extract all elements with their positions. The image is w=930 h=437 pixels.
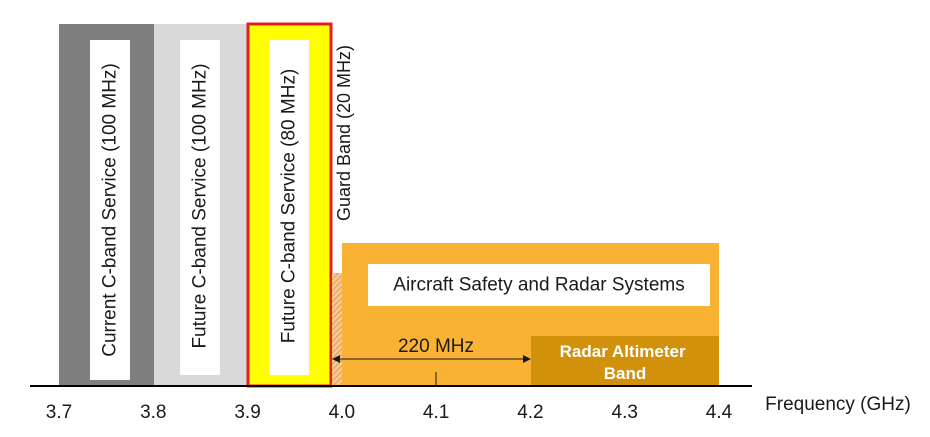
x-axis-ticks: 3.7 3.8 3.9 4.0 4.1 4.2 4.3 4.4	[46, 402, 733, 423]
band-radar-altimeter	[531, 336, 719, 386]
band-aircraft-safety-label: Aircraft Safety and Radar Systems	[393, 275, 684, 296]
band-future-cband-100-label: Future C-band Service (100 MHz)	[190, 63, 211, 348]
x-tick-label: 3.9	[234, 402, 260, 423]
band-future-cband-80-label-box	[269, 40, 309, 375]
band-future-cband-100-label-box	[180, 40, 220, 375]
x-tick-label: 3.8	[140, 402, 166, 423]
x-axis-label: Frequency (GHz)	[765, 394, 911, 415]
x-tick-label: 3.7	[46, 402, 72, 423]
band-radar-altimeter-label: Radar Altimeter Band	[560, 342, 691, 383]
x-tick-label: 4.4	[706, 402, 733, 423]
band-guard-label: Guard Band (20 MHz)	[334, 45, 354, 221]
x-tick-label: 4.1	[423, 402, 449, 423]
x-tick-label: 4.3	[612, 402, 638, 423]
x-tick-label: 4.2	[517, 402, 543, 423]
span-arrow-head-left	[332, 355, 340, 363]
x-tick-label: 4.0	[329, 402, 355, 423]
span-arrow-label: 220 MHz	[398, 336, 474, 357]
band-future-cband-80-label: Future C-band Service (80 MHz)	[279, 69, 300, 344]
band-current-cband-label-box	[90, 40, 130, 380]
band-aircraft-safety-label-box	[368, 264, 710, 306]
band-current-cband-label: Current C-band Service (100 MHz)	[100, 63, 121, 357]
band-guard	[332, 273, 342, 386]
span-arrow-head-right	[523, 355, 531, 363]
